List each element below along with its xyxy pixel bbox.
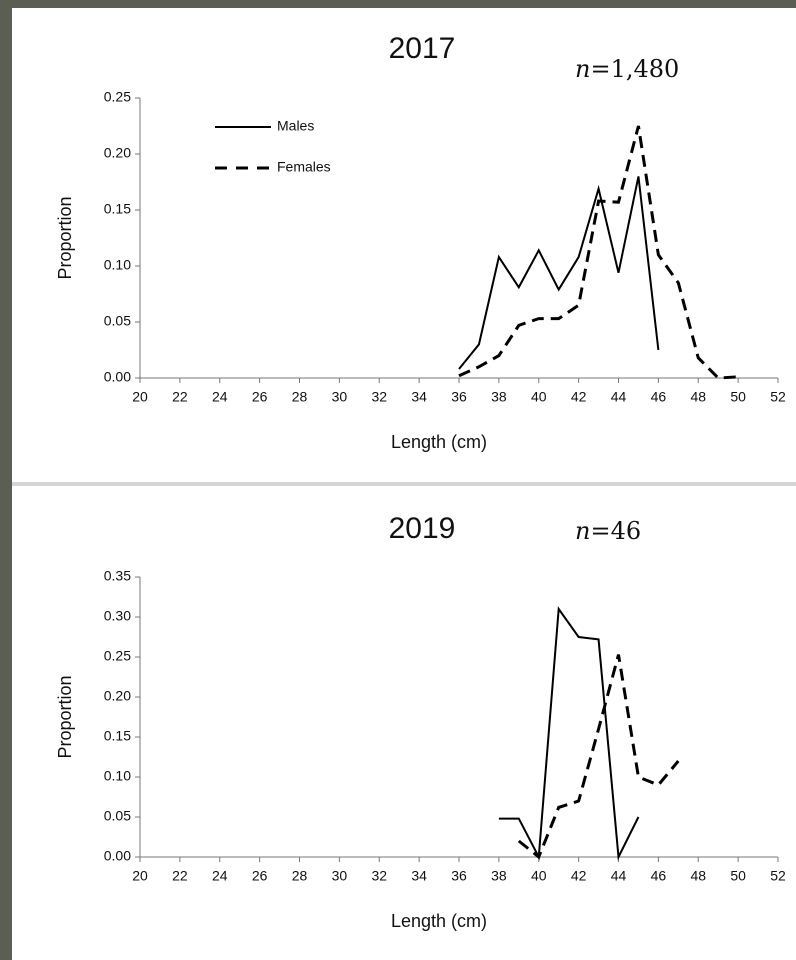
series-line xyxy=(458,125,739,380)
x-tick-label: 42 xyxy=(571,389,587,405)
series-line xyxy=(517,654,680,860)
separator xyxy=(12,482,796,486)
x-tick-label: 26 xyxy=(252,868,268,884)
sample-size-value: =1,480 xyxy=(590,55,679,83)
x-tick-label: 46 xyxy=(651,868,667,884)
y-axis-label: Proportion xyxy=(55,196,75,279)
x-tick-label: 34 xyxy=(411,389,427,405)
sample-size-symbol: n xyxy=(575,55,590,83)
x-tick-label: 52 xyxy=(770,868,786,884)
y-tick-label: 0.05 xyxy=(104,313,131,329)
legend-label: Females xyxy=(277,159,331,175)
x-tick-label: 32 xyxy=(371,868,387,884)
x-tick-label: 24 xyxy=(212,389,228,405)
y-tick-label: 0.10 xyxy=(104,768,131,784)
x-tick-label: 42 xyxy=(571,868,587,884)
y-tick-label: 0.25 xyxy=(104,648,131,664)
y-axis-label: Proportion xyxy=(55,675,75,758)
x-tick-label: 20 xyxy=(132,868,148,884)
chart-title: 2017 xyxy=(389,32,456,65)
y-tick-label: 0.15 xyxy=(104,201,131,217)
series-line xyxy=(498,606,640,861)
y-tick-label: 0.35 xyxy=(104,568,131,584)
legend-label: Males xyxy=(277,118,314,134)
x-tick-label: 30 xyxy=(332,389,348,405)
y-tick-label: 0.25 xyxy=(104,89,131,105)
x-axis-label: Length (cm) xyxy=(391,432,487,452)
x-tick-label: 30 xyxy=(332,868,348,884)
x-tick-label: 22 xyxy=(172,868,188,884)
x-tick-label: 38 xyxy=(491,389,507,405)
x-tick-label: 40 xyxy=(531,389,547,405)
x-tick-label: 44 xyxy=(611,868,627,884)
x-tick-label: 22 xyxy=(172,389,188,405)
sample-size: n=1,480 xyxy=(575,55,679,83)
x-tick-label: 48 xyxy=(690,389,706,405)
y-tick-label: 0.15 xyxy=(104,728,131,744)
y-tick-label: 0.05 xyxy=(104,808,131,824)
x-tick-label: 40 xyxy=(531,868,547,884)
sample-size-value: =46 xyxy=(590,517,641,545)
x-tick-label: 50 xyxy=(730,389,746,405)
top-border xyxy=(0,0,796,8)
x-tick-label: 24 xyxy=(212,868,228,884)
x-tick-label: 46 xyxy=(651,389,667,405)
x-tick-label: 34 xyxy=(411,868,427,884)
x-tick-label: 28 xyxy=(292,389,308,405)
x-tick-label: 20 xyxy=(132,389,148,405)
x-tick-label: 36 xyxy=(451,389,467,405)
x-tick-label: 44 xyxy=(611,389,627,405)
x-tick-label: 36 xyxy=(451,868,467,884)
y-tick-label: 0.20 xyxy=(104,145,131,161)
y-tick-label: 0.20 xyxy=(104,688,131,704)
y-tick-label: 0.00 xyxy=(104,369,131,385)
chart-title: 2019 xyxy=(389,512,456,545)
x-tick-label: 38 xyxy=(491,868,507,884)
x-tick-label: 52 xyxy=(770,389,786,405)
x-tick-label: 48 xyxy=(690,868,706,884)
y-tick-label: 0.10 xyxy=(104,257,131,273)
series-line xyxy=(458,176,660,370)
x-tick-label: 50 xyxy=(730,868,746,884)
sample-size: n=46 xyxy=(575,517,641,545)
x-tick-label: 32 xyxy=(371,389,387,405)
y-tick-label: 0.00 xyxy=(104,848,131,864)
x-tick-label: 28 xyxy=(292,868,308,884)
x-axis-label: Length (cm) xyxy=(391,911,487,931)
x-tick-label: 26 xyxy=(252,389,268,405)
left-border xyxy=(0,0,12,960)
y-tick-label: 0.30 xyxy=(104,608,131,624)
sample-size-symbol: n xyxy=(575,517,590,545)
